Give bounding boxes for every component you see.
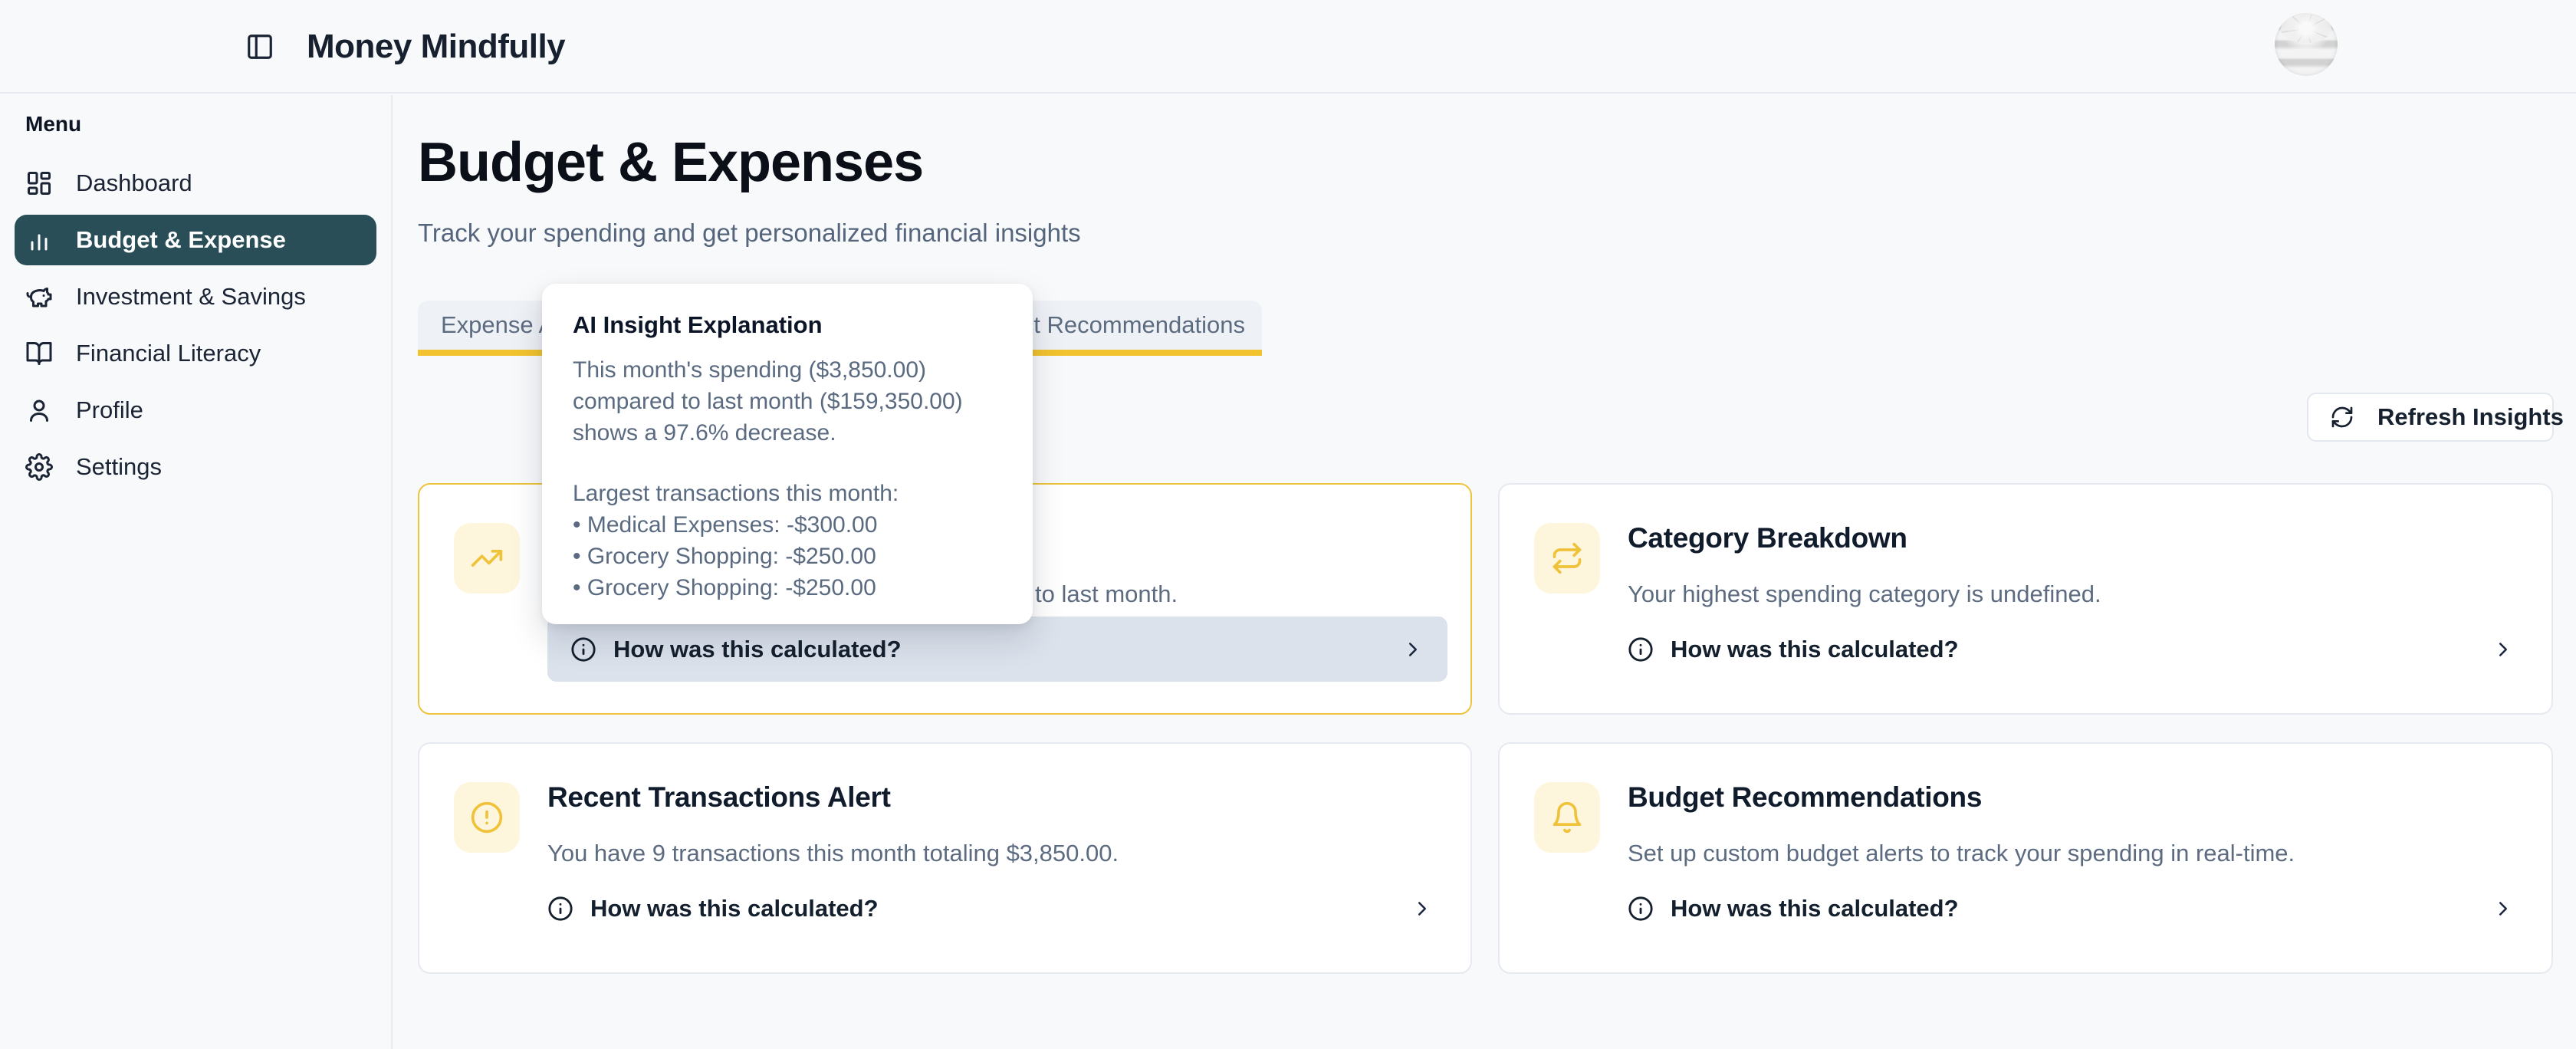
user-avatar[interactable] (2275, 13, 2338, 76)
sidebar: Menu Dashboard Budget & Expense Investme… (0, 95, 393, 1049)
trending-up-icon (454, 523, 520, 594)
card-title: Recent Transactions Alert (547, 781, 891, 813)
info-icon (1628, 636, 1653, 662)
ai-insight-tooltip: AI Insight Explanation This month's spen… (542, 284, 1033, 624)
tooltip-bullet-item: Grocery Shopping: -$250.00 (573, 572, 1002, 603)
chevron-right-icon (1418, 901, 1426, 916)
sidebar-item-label: Investment & Savings (76, 283, 306, 310)
app-title: Money Mindfully (307, 28, 566, 65)
sidebar-item-financial-literacy[interactable]: Financial Literacy (15, 328, 376, 379)
page-title: Budget & Expenses (418, 132, 924, 193)
chevron-right-icon (2499, 642, 2507, 656)
sidebar-section-label: Menu (25, 112, 82, 136)
card-category-breakdown[interactable]: Category Breakdown Your highest spending… (1498, 483, 2553, 715)
insight-cards-grid: to last month. How was this calculated? … (418, 483, 2553, 974)
refresh-insights-label: Refresh Insights (2377, 403, 2564, 430)
tooltip-body: This month's spending ($3,850.00) compar… (573, 357, 963, 446)
gear-icon (25, 453, 53, 481)
user-icon (30, 400, 48, 422)
card-description-fragment: to last month. (1035, 580, 1178, 607)
card-recent-transactions-alert[interactable]: Recent Transactions Alert You have 9 tra… (418, 742, 1472, 974)
sidebar-item-label: Settings (76, 453, 163, 480)
tooltip-bullet-item: Grocery Shopping: -$250.00 (573, 541, 1002, 572)
sidebar-toggle-icon[interactable] (245, 32, 274, 61)
tooltip-title: AI Insight Explanation (573, 311, 823, 338)
sidebar-item-dashboard[interactable]: Dashboard (15, 158, 376, 209)
chevron-right-icon (2499, 901, 2507, 916)
page-subtitle: Track your spending and get personalized… (418, 219, 1081, 247)
sidebar-item-settings[interactable]: Settings (15, 442, 376, 492)
piggy-bank-icon (26, 288, 52, 307)
sidebar-item-label: Budget & Expense (76, 226, 286, 253)
card-description: Set up custom budget alerts to track you… (1628, 840, 2295, 866)
how-calculated-label: How was this calculated? (613, 635, 902, 663)
info-icon (571, 636, 596, 662)
tooltip-spacer (573, 449, 1002, 478)
bell-icon (1534, 782, 1600, 853)
how-calculated-link[interactable]: How was this calculated? (1628, 617, 2528, 682)
how-calculated-label: How was this calculated? (1671, 894, 1959, 922)
repeat-icon (1534, 523, 1600, 594)
sidebar-item-label: Profile (76, 396, 143, 423)
card-description: You have 9 transactions this month total… (547, 840, 1119, 866)
how-calculated-label: How was this calculated? (590, 894, 879, 922)
dashboard-icon (28, 172, 51, 195)
card-budget-recommendations[interactable]: Budget Recommendations Set up custom bud… (1498, 742, 2553, 974)
info-icon (548, 896, 573, 921)
info-icon (1628, 896, 1653, 921)
sidebar-item-investment-savings[interactable]: Investment & Savings (15, 271, 376, 322)
how-calculated-link[interactable]: How was this calculated? (547, 617, 1447, 682)
refresh-insights-button[interactable]: Refresh Insights (2307, 393, 2564, 442)
sidebar-item-label: Dashboard (76, 169, 192, 196)
card-title: Budget Recommendations (1628, 781, 1983, 813)
app-header: Money Mindfully (0, 0, 2576, 94)
how-calculated-label: How was this calculated? (1671, 635, 1959, 663)
sidebar-item-profile[interactable]: Profile (15, 385, 376, 436)
book-open-icon (26, 342, 52, 365)
sidebar-item-label: Financial Literacy (76, 340, 261, 367)
card-description: Your highest spending category is undefi… (1628, 580, 2101, 607)
sidebar-item-budget-expense[interactable]: Budget & Expense (15, 215, 376, 265)
card-title: Category Breakdown (1628, 522, 1907, 554)
how-calculated-link[interactable]: How was this calculated? (547, 876, 1447, 941)
alert-circle-icon (454, 782, 520, 853)
refresh-icon (2331, 406, 2353, 428)
how-calculated-link[interactable]: How was this calculated? (1628, 876, 2528, 941)
tooltip-bullet-item: Medical Expenses: -$300.00 (573, 509, 1002, 541)
chevron-right-icon (1409, 642, 1417, 656)
main-content: Budget & Expenses Track your spending an… (393, 95, 2576, 1049)
tooltip-list-intro: Largest transactions this month: (573, 481, 899, 506)
bar-chart-icon (31, 234, 48, 251)
